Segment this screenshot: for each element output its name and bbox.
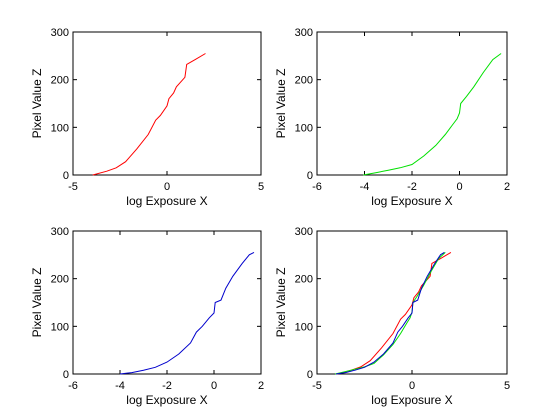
y-axis-label: Pixel Value Z <box>30 69 44 139</box>
subplot-3: -6 -4 -2 0 2 0 100 200 300 log Exposure X Pixel Va… <box>30 226 264 407</box>
x-tick-label: 2 <box>258 380 264 392</box>
y-tick-label: 0 <box>307 369 313 381</box>
y-tick-label: 200 <box>51 274 69 286</box>
x-tick-label: 0 <box>164 181 170 193</box>
series-line-3 <box>335 251 445 375</box>
subplot-2: -6 -4 -2 0 2 0 100 200 300 log Exposure X Pixel Va… <box>274 27 510 208</box>
x-tick-label: -2 <box>162 380 172 392</box>
y-tick-label: 300 <box>295 27 313 39</box>
y-axis-label: Pixel Value Z <box>274 69 288 139</box>
y-tick-label: 100 <box>295 122 313 134</box>
axes-frame <box>72 31 262 176</box>
y-tick-label: 300 <box>295 226 313 238</box>
x-axis-label: log Exposure X <box>371 194 452 208</box>
y-tick-label: 100 <box>295 321 313 333</box>
x-tick-label: -5 <box>68 181 78 193</box>
x-tick-label: 0 <box>211 380 217 392</box>
y-tick-label: 300 <box>51 27 69 39</box>
x-tick-label: -6 <box>312 181 322 193</box>
x-tick-label: 2 <box>504 181 510 193</box>
axes-frame <box>316 230 508 375</box>
axes-frame <box>316 31 508 176</box>
y-tick-label: 0 <box>63 170 69 182</box>
series-line-2 <box>334 252 446 375</box>
x-tick-label: -4 <box>115 380 125 392</box>
y-tick-label: 100 <box>51 321 69 333</box>
series-line-1 <box>363 53 502 176</box>
y-tick-label: 0 <box>63 369 69 381</box>
series-line-1 <box>92 53 206 176</box>
x-tick-label: 0 <box>456 181 462 193</box>
y-tick-label: 100 <box>51 122 69 134</box>
x-tick-label: 5 <box>258 181 264 193</box>
y-tick-label: 200 <box>295 274 313 286</box>
y-tick-label: 200 <box>295 75 313 87</box>
y-axis-label: Pixel Value Z <box>30 268 44 338</box>
y-tick-label: 200 <box>51 75 69 87</box>
x-tick-label: 0 <box>409 380 415 392</box>
x-tick-label: -2 <box>407 181 417 193</box>
x-tick-label: 5 <box>504 380 510 392</box>
x-axis-label: log Exposure X <box>126 194 207 208</box>
y-tick-label: 300 <box>51 226 69 238</box>
x-tick-label: -6 <box>68 380 78 392</box>
axes-frame <box>72 230 262 375</box>
x-axis-label: log Exposure X <box>126 393 207 407</box>
x-axis-label: log Exposure X <box>371 393 452 407</box>
y-tick-label: 0 <box>307 170 313 182</box>
y-axis-label: Pixel Value Z <box>274 268 288 338</box>
x-tick-label: -5 <box>312 380 322 392</box>
x-tick-label: -4 <box>360 181 370 193</box>
series-line-1 <box>119 251 255 375</box>
